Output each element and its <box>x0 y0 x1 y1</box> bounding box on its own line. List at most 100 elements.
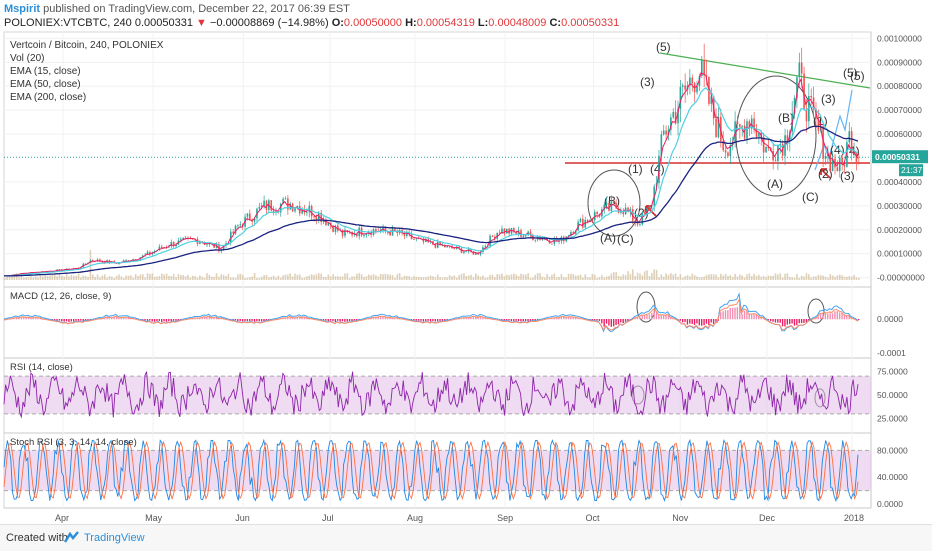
macd-histogram-bar <box>523 319 524 321</box>
volume-bar <box>504 276 506 280</box>
wave-label: (3) <box>640 75 655 89</box>
volume-bar <box>592 274 594 280</box>
rsi-tick-label: 75.0000 <box>877 366 908 376</box>
macd-histogram-bar <box>796 319 797 325</box>
macd-histogram-bar <box>799 319 800 323</box>
macd-histogram-bar <box>520 319 521 322</box>
wave-label: (A) <box>600 231 616 245</box>
volume-bar <box>49 275 51 280</box>
candle-body <box>644 212 646 213</box>
macd-histogram-bar <box>515 319 516 321</box>
volume-bar <box>33 277 35 280</box>
macd-histogram-bar <box>59 319 60 321</box>
macd-histogram-bar <box>78 319 79 321</box>
candle-body <box>829 153 831 171</box>
macd-histogram-bar <box>416 319 417 321</box>
price-tick-label: 0.00010000 <box>877 249 922 259</box>
candle-body <box>294 208 296 211</box>
volume-bar <box>149 274 151 280</box>
volume-bar <box>416 277 418 280</box>
volume-bar <box>332 274 334 280</box>
volume-bar <box>406 276 408 280</box>
macd-histogram-bar <box>732 308 733 319</box>
volume-bar <box>273 276 275 280</box>
candle-body <box>413 239 415 240</box>
candle-body <box>839 158 841 172</box>
volume-bar <box>627 271 629 280</box>
macd-histogram-bar <box>518 319 519 321</box>
macd-histogram-bar <box>335 319 336 322</box>
volume-bar <box>287 275 289 280</box>
volume-bar <box>151 273 153 280</box>
macd-histogram-bar <box>354 319 355 320</box>
volume-bar <box>444 277 446 280</box>
macd-histogram-bar <box>427 319 428 321</box>
volume-bar <box>580 275 582 280</box>
chart-canvas[interactable]: 0.0005033121:37(A)(B)(C)(1)(2)(3)(4)(5)(… <box>0 30 932 524</box>
macd-histogram-bar <box>530 319 531 321</box>
candle-body <box>684 85 686 89</box>
candle-body <box>596 212 598 214</box>
rsi-label: RSI (14, close) <box>10 362 73 373</box>
volume-bar <box>123 278 125 280</box>
volume-bar <box>668 275 670 280</box>
wave-label: (C) <box>617 232 634 246</box>
candle-body <box>465 251 467 252</box>
macd-histogram-bar <box>730 308 731 319</box>
volume-bar <box>772 276 774 280</box>
tradingview-brand[interactable]: TradingView <box>84 532 145 544</box>
macd-histogram-bar <box>687 319 688 325</box>
volume-bar <box>815 277 817 280</box>
volume-bar <box>825 277 827 280</box>
macd-histogram-bar <box>420 319 421 321</box>
candle-body <box>437 242 439 248</box>
last-price-text: 0.00050331 <box>875 152 920 162</box>
volume-bar <box>278 276 280 280</box>
volume-bar <box>270 277 272 280</box>
volume-bar <box>530 278 532 280</box>
macd-histogram-bar <box>720 312 721 319</box>
macd-histogram-bar <box>237 319 238 321</box>
volume-bar <box>834 277 836 280</box>
macd-histogram-bar <box>259 319 260 321</box>
volume-bar <box>187 275 189 280</box>
volume-bar <box>354 276 356 280</box>
volume-bar <box>672 275 674 280</box>
published-text: published on TradingView.com, December 2… <box>43 3 350 15</box>
macd-histogram-bar <box>506 319 507 320</box>
volume-bar <box>784 274 786 280</box>
macd-histogram-bar <box>846 316 847 319</box>
macd-histogram-bar <box>342 319 343 321</box>
macd-histogram-bar <box>834 311 835 319</box>
author-name[interactable]: Mspirit <box>4 3 40 15</box>
volume-bar <box>680 274 682 280</box>
price-tick-label: 0.00060000 <box>877 129 922 139</box>
macd-histogram-bar <box>349 319 350 321</box>
volume-bar <box>294 274 296 280</box>
volume-bar <box>658 278 660 280</box>
stoch-label: Stoch RSI (3, 3, 14, 14, close) <box>10 437 137 448</box>
macd-histogram-bar <box>827 314 828 319</box>
macd-histogram-bar <box>646 315 647 319</box>
candle-body <box>672 112 674 117</box>
macd-histogram-bar <box>787 319 788 325</box>
volume-bar <box>777 274 779 280</box>
candle-body <box>92 260 94 261</box>
macd-histogram-bar <box>330 319 331 321</box>
macd-histogram-bar <box>263 319 264 321</box>
volume-bar <box>368 274 370 280</box>
macd-histogram-bar <box>751 315 752 320</box>
macd-histogram-bar <box>622 319 623 323</box>
volume-bar <box>73 276 75 280</box>
volume-bar <box>611 273 613 280</box>
volume-bar <box>634 276 636 280</box>
candle-body <box>665 131 667 135</box>
volume-bar <box>116 276 118 280</box>
volume-bar <box>806 273 808 280</box>
volume-bar <box>363 277 365 280</box>
macd-histogram-bar <box>772 319 773 322</box>
macd-histogram-bar <box>696 319 697 323</box>
volume-bar <box>791 277 793 280</box>
stoch-tick-label: 80.0000 <box>877 445 908 455</box>
macd-histogram-bar <box>159 319 160 321</box>
